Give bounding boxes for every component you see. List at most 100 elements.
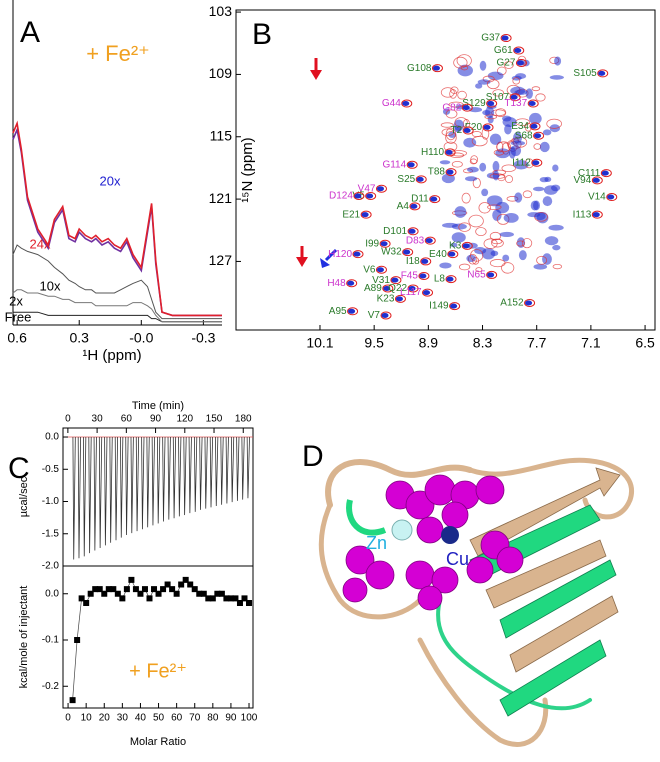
data-point [164, 581, 171, 588]
data-point [223, 595, 230, 602]
cluster-contour [456, 54, 472, 68]
annotation: + Fe²⁺ [129, 660, 187, 682]
peak-outline [424, 236, 436, 245]
x-tick-label: 70 [189, 713, 201, 724]
peak-outline [461, 103, 473, 112]
peak-outline [407, 227, 419, 236]
injection-peak [77, 437, 81, 559]
residue-label: S129 [462, 98, 486, 109]
cluster-contour [542, 196, 553, 207]
y-tick-label: -2.0 [42, 561, 60, 572]
cluster-contour [475, 227, 487, 237]
sphere [416, 516, 444, 544]
sphere [417, 585, 443, 611]
sphere [424, 474, 456, 506]
x-tick-label: 0.3 [69, 330, 89, 346]
residue-label: T88 [428, 167, 446, 178]
peak-outline [406, 160, 418, 169]
peak [514, 48, 522, 54]
series-label: 24x [30, 236, 51, 251]
residue-label: F45 [401, 271, 419, 282]
peak-outline [482, 123, 494, 132]
cluster-contour [514, 192, 523, 203]
cluster-contour [503, 212, 519, 223]
injection-peak [225, 437, 229, 504]
spectrum-line [13, 311, 222, 323]
cluster-contour [453, 56, 468, 69]
peak [483, 124, 491, 130]
peak [462, 105, 470, 111]
y-axis-label: ¹⁵N (ppm) [239, 137, 256, 202]
series-label: 10x [40, 278, 61, 293]
cluster-contour [502, 254, 510, 262]
peak [395, 296, 403, 302]
peak [598, 70, 606, 76]
residue-label: G37 [481, 33, 500, 44]
data-point [191, 586, 198, 593]
x-tick-label: 20 [99, 713, 111, 724]
cluster-contour [489, 259, 506, 268]
residue-label: D124 [329, 191, 353, 202]
peak [592, 177, 600, 183]
cluster-contour [469, 158, 478, 165]
cluster-contour [482, 109, 491, 116]
cluster-contour [451, 160, 463, 168]
data-point [101, 590, 108, 597]
data-point [209, 595, 216, 602]
peak-outline [447, 250, 459, 259]
data-point [227, 595, 234, 602]
cluster-contour [440, 87, 455, 98]
cluster-contour [458, 263, 471, 271]
cluster-contour [441, 128, 455, 137]
y-tick-label: 127 [209, 252, 233, 268]
peak-outline [462, 126, 474, 135]
peak-outline [418, 271, 430, 280]
cluster-contour [478, 202, 491, 214]
x-tick-label: -0.0 [129, 330, 153, 346]
cluster-contour [548, 224, 564, 231]
residue-label: A95 [329, 306, 347, 317]
x-tick-label: 40 [135, 713, 147, 724]
data-point [200, 590, 207, 597]
data-point [214, 590, 221, 597]
cluster-contour [510, 86, 526, 95]
cluster-contour [521, 238, 533, 249]
peak [446, 169, 454, 175]
cluster-contour [539, 141, 550, 153]
peak-outline [591, 176, 603, 185]
peak-outline [380, 311, 392, 320]
peak-outline [509, 93, 521, 102]
peak-outline [600, 169, 612, 178]
injection-peak [151, 437, 155, 526]
cluster-contour [467, 166, 479, 173]
cluster-contour [522, 190, 533, 199]
injection-peak [125, 437, 129, 536]
data-point [241, 595, 248, 602]
x-tick-label: 7.1 [581, 335, 601, 351]
cluster-contour [489, 133, 502, 145]
injection-peak [114, 437, 119, 541]
data-point [114, 590, 121, 597]
cluster-contour [492, 160, 500, 172]
x-tick-label: 9.5 [364, 335, 384, 351]
residue-label: I18 [406, 256, 420, 267]
data-point [146, 595, 153, 602]
x-axis-label: ¹H (ppm) [82, 347, 141, 364]
peak [532, 160, 540, 166]
peak [383, 285, 391, 291]
data-point [105, 586, 112, 593]
strand [485, 539, 607, 609]
x-axis-label: Molar Ratio [130, 736, 186, 748]
injection-peak [236, 437, 240, 501]
cluster-contour [483, 238, 498, 249]
peak [419, 273, 427, 279]
residue-label: Q22 [388, 283, 407, 294]
peak [501, 35, 509, 41]
peak [462, 243, 470, 249]
injection-peak [109, 437, 113, 543]
peak [376, 267, 384, 273]
cluster-contour [486, 195, 503, 207]
spectrum-line [12, 289, 222, 323]
cluster-contour [552, 263, 563, 270]
injection-peak [83, 437, 87, 557]
